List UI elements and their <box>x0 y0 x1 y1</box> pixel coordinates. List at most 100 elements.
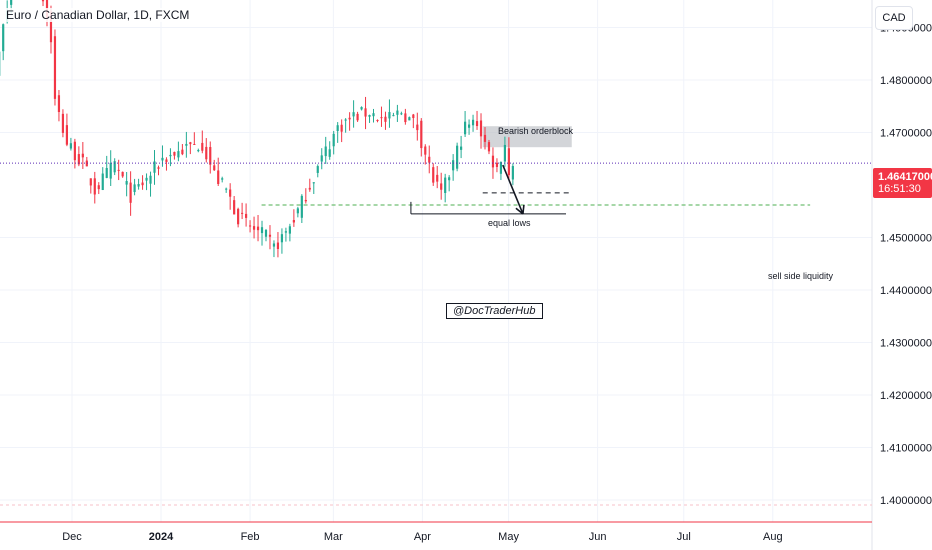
candle-body <box>452 160 455 171</box>
candle-body <box>276 242 280 249</box>
y-tick-label: 1.42000000 <box>880 390 932 402</box>
candle-body <box>213 165 216 171</box>
y-tick-label: 1.47000000 <box>880 128 932 140</box>
candle-body <box>137 184 140 187</box>
x-tick-label: Apr <box>414 531 431 543</box>
x-tick-label: 2024 <box>149 531 174 543</box>
candle-body <box>41 0 45 2</box>
candle-body <box>324 146 327 157</box>
candle-body <box>105 167 108 178</box>
projection-arrow <box>502 164 524 215</box>
candle-body <box>340 124 343 132</box>
candle-body <box>416 124 419 131</box>
candle-body <box>364 108 367 117</box>
candle-body <box>328 149 331 157</box>
candle-body <box>487 142 491 152</box>
x-tick-label: Jun <box>589 531 607 543</box>
candle-body <box>456 145 459 169</box>
candle-body <box>129 182 132 203</box>
currency-button[interactable]: CAD <box>875 6 913 30</box>
candle-body <box>181 149 184 155</box>
candle-body <box>229 189 232 197</box>
candle-body <box>65 125 69 145</box>
candle-body <box>141 182 144 186</box>
candle-body <box>300 195 303 218</box>
x-tick-label: May <box>498 531 519 543</box>
candle-body <box>233 200 236 215</box>
candle-body <box>467 124 471 128</box>
x-tick-label: Feb <box>241 531 260 543</box>
candle-body <box>336 125 339 132</box>
candle-body <box>475 121 479 127</box>
equal-lows-label: equal lows <box>488 218 531 228</box>
candle-body <box>348 117 351 120</box>
candle-body <box>412 114 415 119</box>
candle-body <box>511 166 514 180</box>
candle-body <box>225 188 228 190</box>
candle-body <box>264 230 268 237</box>
candle-body <box>10 0 13 5</box>
candle-body <box>113 161 116 173</box>
candle-body <box>460 146 463 150</box>
candle-body <box>368 115 371 117</box>
candle-body <box>77 154 80 165</box>
projection-arrowhead <box>515 207 524 215</box>
candle-body <box>400 113 403 115</box>
candle-body <box>332 133 335 147</box>
candle-body <box>471 119 475 126</box>
candle-body <box>288 226 291 234</box>
candle-body <box>408 117 411 121</box>
candle-body <box>217 170 220 185</box>
projection-arrowhead <box>522 204 525 214</box>
candle-body <box>268 234 272 237</box>
x-tick-label: Aug <box>763 531 783 543</box>
candle-body <box>312 182 315 184</box>
candle-body <box>356 113 359 121</box>
x-tick-label: Mar <box>324 531 343 543</box>
candle-body <box>165 159 168 162</box>
x-tick-label: Dec <box>62 531 82 543</box>
candle-body <box>185 143 188 146</box>
candle-body <box>304 199 307 202</box>
candle-body <box>177 151 180 158</box>
candle-body <box>197 150 200 152</box>
candle-body <box>436 174 439 182</box>
y-tick-label: 1.41000000 <box>880 443 932 455</box>
candle-body <box>448 177 451 181</box>
candle-body <box>491 155 495 168</box>
candle-body <box>388 112 391 119</box>
candle-body <box>125 181 128 185</box>
candle-body <box>97 185 100 190</box>
candle-body <box>316 166 319 173</box>
candle-body <box>272 243 276 247</box>
candle-body <box>145 177 148 181</box>
candle-body <box>149 175 152 184</box>
watermark-badge: @DocTraderHub <box>446 303 543 319</box>
sell-side-liquidity-label: sell side liquidity <box>768 271 834 281</box>
candle-body <box>241 212 244 214</box>
candle-body <box>49 11 53 43</box>
candle-body <box>237 208 240 225</box>
candle-body <box>57 95 61 113</box>
candle-body <box>396 110 399 115</box>
candle-body <box>380 117 383 119</box>
candle-body <box>344 119 347 121</box>
candle-body <box>507 148 510 176</box>
candle-body <box>463 121 467 135</box>
candle-body <box>420 120 423 149</box>
candle-body <box>256 226 260 231</box>
candle-body <box>93 178 96 195</box>
candle-body <box>117 169 120 171</box>
candle-body <box>444 177 447 193</box>
candle-body <box>503 144 507 162</box>
candle-body <box>121 171 124 177</box>
candle-body <box>284 231 288 233</box>
candle-body <box>81 153 84 158</box>
orderblock-label: Bearish orderblock <box>498 126 574 136</box>
candle-body <box>2 24 5 52</box>
candle-body <box>169 154 172 157</box>
candle-body <box>201 142 204 151</box>
